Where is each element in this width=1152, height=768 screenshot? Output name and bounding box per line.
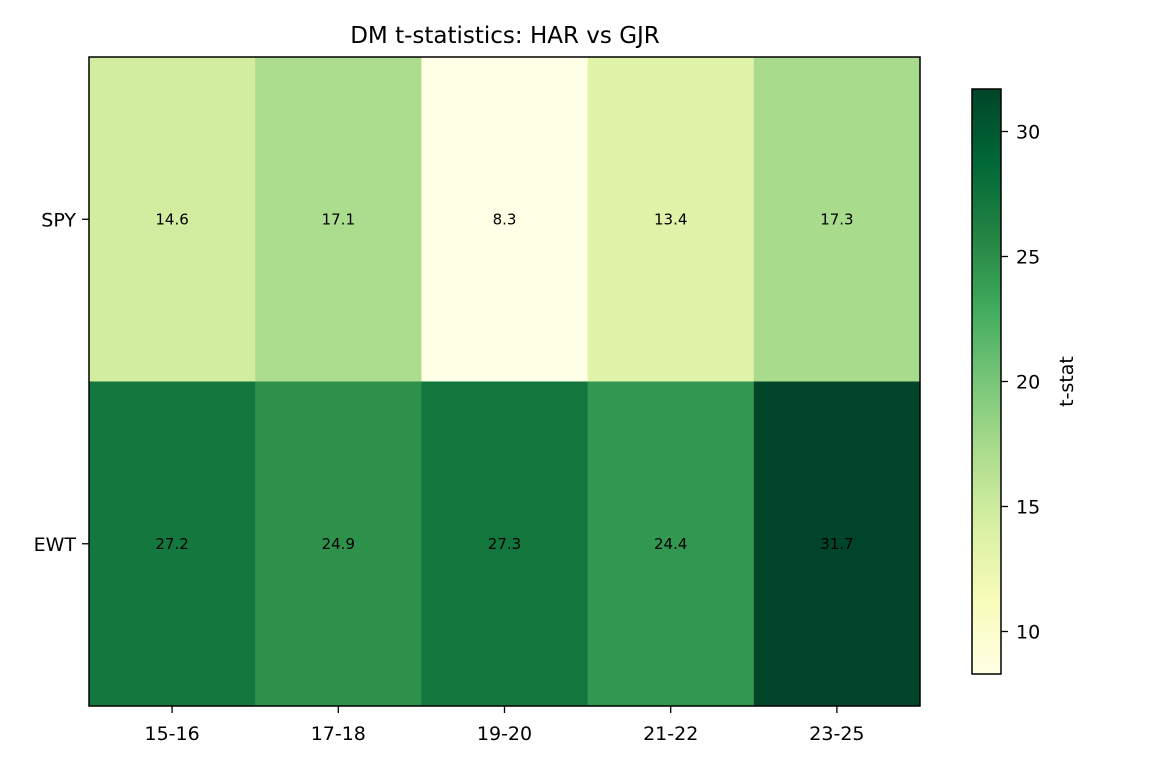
colorbar-tick-label: 25 [1016, 247, 1040, 269]
heatmap-cell [587, 381, 755, 707]
y-tick-label: EWT [34, 534, 77, 556]
heatmap-cell [255, 381, 422, 707]
x-tick-label: 19-20 [477, 723, 532, 745]
colorbar-ticks: 10 15 20 25 30 [1001, 122, 1040, 644]
x-tick-label: 23-25 [809, 723, 864, 745]
x-tick-label: 21-22 [643, 723, 698, 745]
heatmap-cells [89, 57, 921, 707]
cell-value-label: 24.9 [322, 535, 355, 553]
x-tick-label: 15-16 [144, 723, 199, 745]
colorbar-tick-label: 10 [1016, 622, 1040, 644]
cell-value-label: 14.6 [155, 210, 188, 228]
heatmap-cell [587, 57, 755, 382]
heatmap-cell [89, 381, 256, 707]
cell-value-label: 31.7 [820, 535, 853, 553]
colorbar [971, 88, 1002, 675]
cell-value-labels: 14.6 17.1 8.3 13.4 17.3 27.2 24.9 27.3 24.4 31.7 [155, 210, 853, 553]
cell-value-label: 24.4 [654, 535, 687, 553]
cell-value-label: 27.2 [155, 535, 188, 553]
y-tick-label: SPY [41, 209, 76, 231]
colorbar-tick-label: 20 [1016, 372, 1040, 394]
heatmap-cell [421, 381, 589, 707]
chart-title: DM t-statistics: HAR vs GJR [350, 23, 660, 49]
heatmap-cell [753, 57, 921, 382]
cell-value-label: 17.1 [322, 210, 355, 228]
cell-value-label: 13.4 [654, 210, 687, 228]
colorbar-tick-label: 30 [1016, 122, 1040, 144]
heatmap-cell [421, 57, 589, 382]
cell-value-label: 27.3 [488, 535, 521, 553]
heatmap-cell [255, 57, 422, 382]
heatmap-cell [753, 381, 921, 707]
y-axis-ticks: SPY EWT [34, 209, 89, 556]
cell-value-label: 8.3 [493, 210, 517, 228]
cell-value-label: 17.3 [820, 210, 853, 228]
colorbar-tick-label: 15 [1016, 497, 1040, 519]
colorbar-label: t-stat [1056, 356, 1078, 407]
x-axis-ticks: 15-16 17-18 19-20 21-22 23-25 [144, 706, 865, 745]
heatmap-cell [89, 57, 256, 382]
x-tick-label: 17-18 [311, 723, 366, 745]
